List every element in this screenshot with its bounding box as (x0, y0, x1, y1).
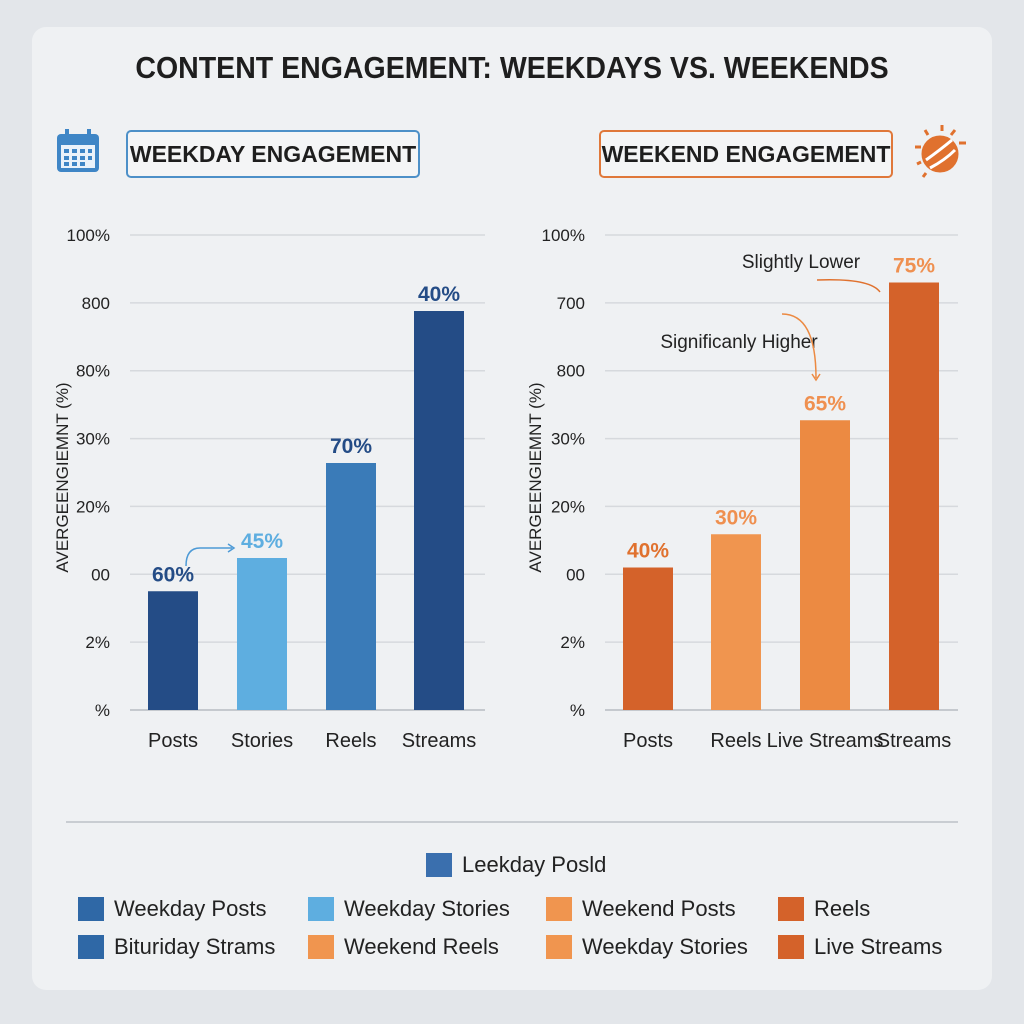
x-tick-label: Streams (402, 730, 476, 752)
annotation-arrow (185, 547, 232, 567)
y-tick-label: 30% (551, 430, 585, 449)
data-label: 30% (715, 506, 757, 529)
legend-swatch (778, 897, 804, 921)
x-tick-label: Reels (325, 730, 376, 752)
data-label: 40% (627, 540, 669, 563)
legend-swatch (546, 897, 572, 921)
legend-item: Weekday Stories (546, 934, 748, 960)
bar-live-streams (800, 420, 850, 710)
x-tick-label: Streams (877, 730, 951, 752)
annotation-arrow (816, 279, 881, 293)
y-tick-label: 2% (85, 633, 110, 652)
legend-item: Live Streams (778, 934, 942, 960)
y-axis-label: AVERGEENGIEMNT (%) (526, 382, 545, 572)
legend-item: Weekday Stories (308, 896, 510, 922)
legend-label: Biturіday Strams (114, 934, 276, 959)
y-tick-label: 2% (560, 633, 585, 652)
legend-item: Weekend Reels (308, 934, 499, 960)
x-tick-label: Stories (231, 730, 293, 752)
legend-swatch (546, 935, 572, 959)
x-tick-label: Live Streams (767, 730, 884, 752)
calendar-icon (57, 129, 99, 172)
y-tick-label: 800 (557, 362, 585, 381)
legend-label: Weekday Posts (114, 896, 267, 921)
bar-posts (623, 567, 673, 710)
data-label: 40% (418, 283, 460, 306)
y-tick-label: 100% (542, 226, 585, 245)
legend-label: Leekday Posld (462, 852, 607, 877)
legend-label: Live Streams (814, 934, 943, 959)
legend-item: Weekend Posts (546, 896, 736, 922)
bar-streams (889, 282, 939, 710)
y-tick-label: 20% (551, 497, 585, 516)
bar-stories (237, 558, 287, 710)
legend-swatch (778, 935, 804, 959)
y-tick-label: 00 (566, 565, 585, 584)
y-tick-label: 20% (76, 497, 110, 516)
annotation-arrow (781, 313, 817, 379)
arrow-head (811, 373, 821, 382)
legend-item: Reels (778, 896, 870, 922)
legend-label: Weekend Posts (582, 896, 736, 921)
beach-ball-icon (915, 125, 966, 178)
legend-header: Leekday Posld (426, 852, 606, 878)
bar-reels (326, 463, 376, 710)
data-label: 75% (893, 255, 935, 278)
legend-item: Weekday Posts (78, 896, 266, 922)
bar-reels (711, 534, 761, 710)
x-tick-label: Posts (623, 730, 673, 752)
legend-label: Weekday Stories (582, 934, 748, 959)
legend-swatch (426, 853, 452, 877)
legend-swatch (78, 897, 104, 921)
chart-title: CONTENT ENGAGEMENT: WEEKDAYS VS. WEEKEND… (135, 50, 889, 85)
y-tick-label: 80% (76, 362, 110, 381)
bar-streams (414, 311, 464, 710)
legend-label: Weekend Reels (344, 934, 499, 959)
y-axis-label: AVERGEENGIEMNT (%) (53, 382, 72, 572)
legend-label: Reels (814, 896, 871, 921)
data-label: 65% (804, 392, 846, 415)
data-label: 60% (152, 563, 194, 586)
y-tick-label: % (570, 701, 585, 720)
weekday-panel-title: WEEKDAY ENGAGEMENT (126, 130, 420, 178)
arrow-head (227, 543, 236, 553)
y-tick-label: 700 (557, 294, 585, 313)
y-tick-label: 100% (67, 226, 110, 245)
legend-swatch (308, 897, 334, 921)
x-tick-label: Reels (710, 730, 761, 752)
legend-swatch (308, 935, 334, 959)
weekend-panel-title: WEEKEND ENGAGEMENT (599, 130, 893, 178)
y-tick-label: 800 (82, 294, 110, 313)
legend-swatch (78, 935, 104, 959)
y-tick-label: 30% (76, 430, 110, 449)
legend-item: Biturіday Strams (78, 934, 275, 960)
x-tick-label: Posts (148, 730, 198, 752)
legend-label: Weekday Stories (344, 896, 510, 921)
data-label: 70% (330, 435, 372, 458)
y-tick-label: % (95, 701, 110, 720)
annotation-slightly-lower: Slightly Lower (742, 252, 861, 273)
annotation-significantly-higher: Significanly Higher (660, 332, 818, 353)
bar-posts (148, 591, 198, 710)
y-tick-label: 00 (91, 565, 110, 584)
data-label: 45% (241, 530, 283, 553)
